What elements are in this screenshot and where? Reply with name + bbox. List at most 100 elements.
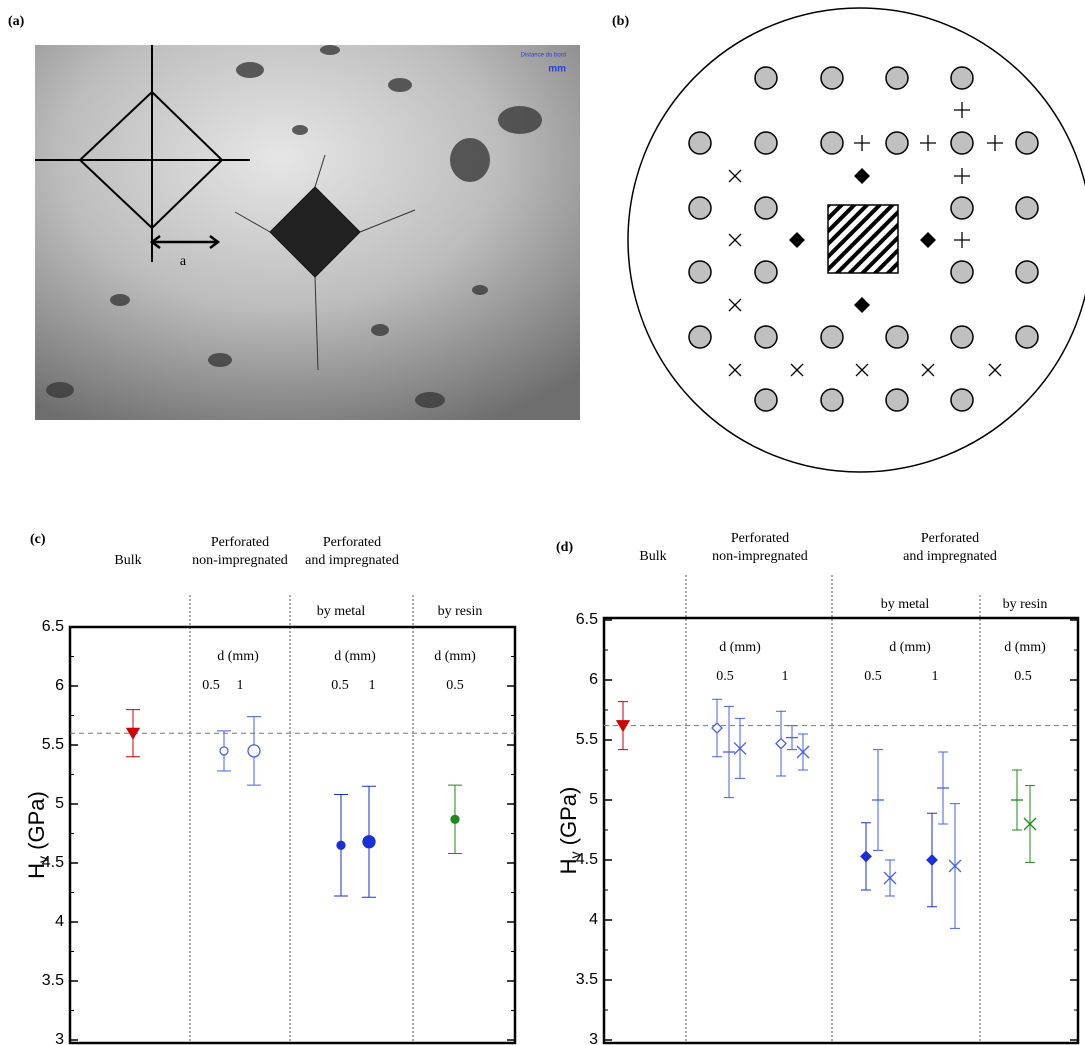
- plus-symbol: [920, 135, 936, 151]
- y-tick-label: 3.5: [42, 972, 64, 989]
- plus-symbol: [987, 135, 1003, 151]
- diamond-symbol: [854, 168, 870, 184]
- group-header: and impregnated: [903, 549, 997, 564]
- micrograph: [35, 45, 580, 420]
- y-tick-label: 3: [55, 1031, 64, 1045]
- y-axis-label-sub: v: [35, 856, 51, 863]
- marker: [861, 851, 871, 861]
- d-value: 1: [369, 678, 376, 693]
- y-tick-label: 4: [55, 913, 64, 930]
- cross-symbol: [791, 364, 803, 376]
- subgroup-header: by resin: [1003, 597, 1048, 612]
- d-value: 0.5: [864, 669, 882, 684]
- panel-label: (a): [8, 14, 25, 29]
- cross-symbol: [729, 364, 741, 376]
- group-header: Perforated: [323, 535, 381, 550]
- d-header: d (mm): [1004, 640, 1046, 655]
- y-tick-label: 6: [589, 671, 598, 688]
- cross-symbol: [729, 299, 741, 311]
- hole: [689, 261, 711, 283]
- hole: [1016, 197, 1038, 219]
- hole: [821, 67, 843, 89]
- d-value: 1: [932, 669, 939, 684]
- plot-frame: [604, 618, 1078, 1043]
- hole: [951, 197, 973, 219]
- group-header: non-impregnated: [712, 549, 808, 564]
- hole: [951, 326, 973, 348]
- diamond-symbol: [920, 232, 936, 248]
- panel-label: (c): [30, 532, 46, 547]
- group-header: Perforated: [731, 531, 789, 546]
- hole: [951, 389, 973, 411]
- marker: [451, 815, 459, 823]
- diamond-symbol: [854, 297, 870, 313]
- y-axis-label-sub: v: [567, 851, 583, 858]
- hole: [755, 197, 777, 219]
- scale-unit: mm: [548, 64, 566, 75]
- hole: [1016, 326, 1038, 348]
- plus-symbol: [854, 135, 870, 151]
- marker: [363, 836, 375, 848]
- d-value: 0.5: [446, 678, 464, 693]
- d-value: 0.5: [1014, 669, 1032, 684]
- y-tick-label: 6.5: [42, 618, 64, 635]
- dimension-label: a: [180, 254, 187, 269]
- hole: [689, 197, 711, 219]
- d-header: d (mm): [334, 649, 376, 664]
- d-header: d (mm): [889, 640, 931, 655]
- hole: [821, 132, 843, 154]
- hole: [1016, 132, 1038, 154]
- marker: [248, 745, 260, 757]
- hole: [821, 326, 843, 348]
- group-header: Bulk: [114, 553, 141, 568]
- hole: [755, 67, 777, 89]
- panel-label: (d): [556, 540, 573, 555]
- hole: [951, 261, 973, 283]
- y-axis-label-unit: (GPa): [24, 791, 49, 856]
- hole: [689, 132, 711, 154]
- cross-symbol: [729, 170, 741, 182]
- y-tick-label: 5.5: [42, 736, 64, 753]
- scale-text: Distance du bord: [521, 53, 566, 59]
- y-tick-label: 5.5: [576, 731, 598, 748]
- d-header: d (mm): [434, 649, 476, 664]
- d-value: 0.5: [202, 678, 220, 693]
- group-header: Bulk: [639, 549, 666, 564]
- d-header: d (mm): [217, 649, 259, 664]
- hole: [886, 132, 908, 154]
- cross-symbol: [989, 364, 1001, 376]
- plus-symbol: [954, 232, 970, 248]
- marker: [337, 841, 345, 849]
- d-value: 0.5: [716, 669, 734, 684]
- d-header: d (mm): [719, 640, 761, 655]
- marker: [927, 855, 937, 865]
- hole: [755, 261, 777, 283]
- y-tick-label: 3.5: [576, 971, 598, 988]
- hole: [951, 132, 973, 154]
- subgroup-header: by metal: [317, 604, 366, 619]
- hole: [1016, 261, 1038, 283]
- y-axis-label-unit: (GPa): [556, 787, 581, 852]
- y-tick-label: 5: [55, 795, 64, 812]
- cross-symbol: [922, 364, 934, 376]
- hole: [689, 326, 711, 348]
- subgroup-header: by metal: [881, 597, 930, 612]
- d-value: 1: [782, 669, 789, 684]
- d-value: 0.5: [331, 678, 349, 693]
- diamond-symbol: [789, 232, 805, 248]
- panel-label: (b): [612, 14, 629, 29]
- hole: [755, 132, 777, 154]
- marker: [712, 723, 722, 733]
- hole: [886, 389, 908, 411]
- specimen-diagram: [628, 8, 1085, 472]
- hole: [821, 389, 843, 411]
- hole: [755, 326, 777, 348]
- marker: [776, 739, 786, 749]
- y-tick-label: 4: [589, 911, 598, 928]
- hole: [755, 389, 777, 411]
- y-axis-label-main: H: [24, 863, 49, 879]
- hole: [951, 67, 973, 89]
- group-header: non-impregnated: [192, 553, 288, 568]
- y-axis-label-main: H: [556, 858, 581, 874]
- figure: (a) a Distance du bord mm (b) (c) Bulk Per…: [0, 0, 1085, 1045]
